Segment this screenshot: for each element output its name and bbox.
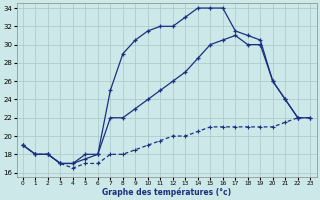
X-axis label: Graphe des températures (°c): Graphe des températures (°c) [102,187,231,197]
